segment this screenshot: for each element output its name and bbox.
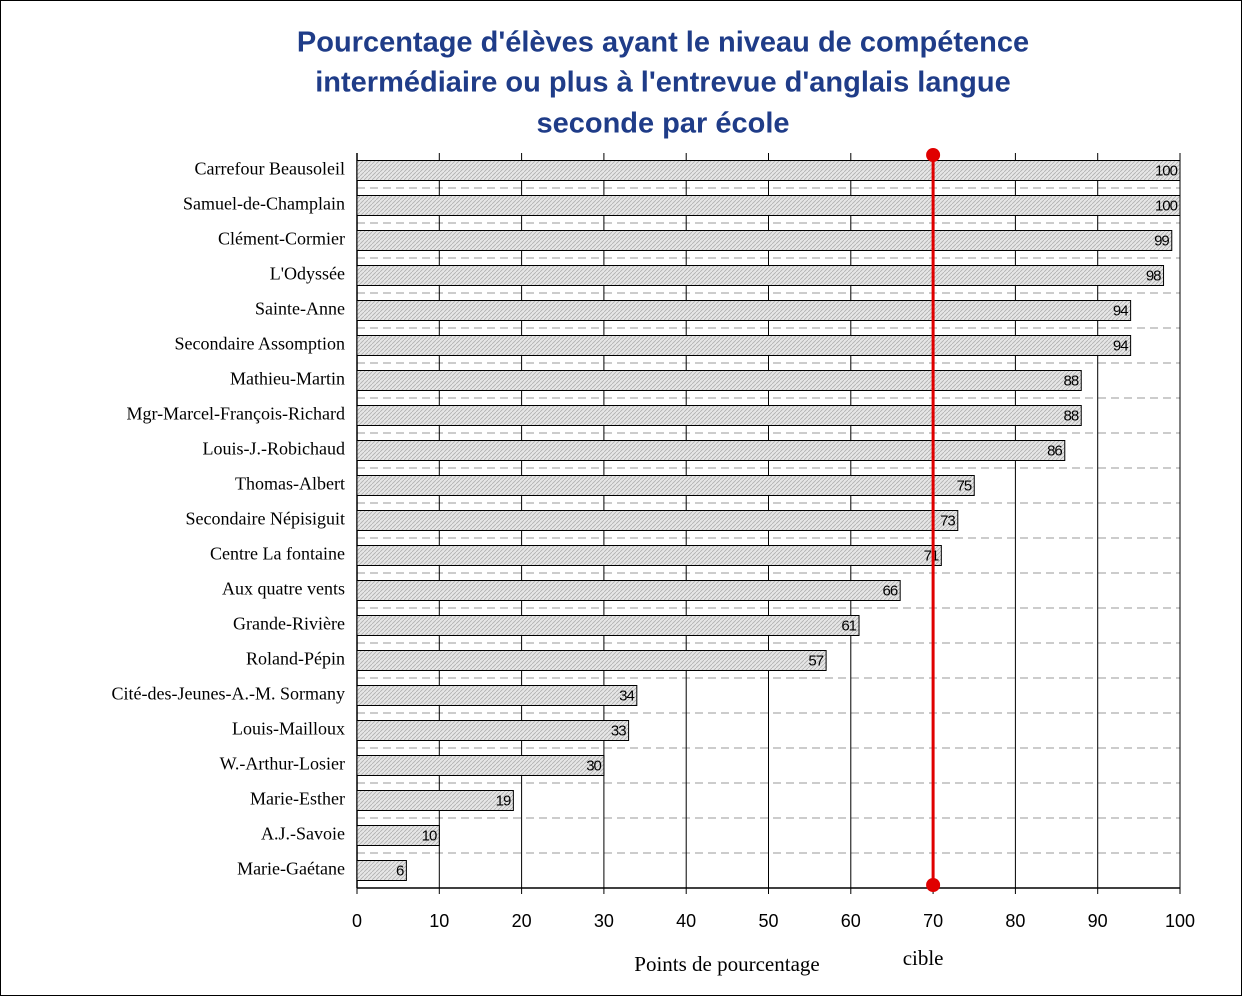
data-label: 73 (940, 512, 955, 529)
x-tick-label: 90 (1088, 911, 1108, 931)
bar (356, 160, 1181, 181)
y-tick-label: Samuel-de-Champlain (183, 194, 345, 214)
x-tick-label: 30 (594, 911, 614, 931)
bar (356, 370, 1082, 391)
y-tick-label: Carrefour Beausoleil (195, 159, 345, 179)
data-label: 34 (619, 687, 634, 704)
y-tick-label: Mgr-Marcel-François-Richard (126, 404, 345, 424)
x-tick-label: 70 (923, 911, 943, 931)
bar (356, 580, 901, 601)
y-tick-label: Sainte-Anne (255, 299, 345, 319)
bar (356, 230, 1173, 251)
data-label: 88 (1064, 372, 1079, 389)
bar (356, 685, 638, 706)
y-tick-label: Clément-Cormier (218, 229, 345, 249)
chart-title: intermédiaire ou plus à l'entrevue d'ang… (315, 67, 1010, 99)
y-tick-label: Centre La fontaine (210, 544, 345, 564)
data-label: 33 (611, 722, 626, 739)
bar (356, 860, 407, 881)
y-tick-label: Mathieu-Martin (230, 369, 345, 389)
data-label: 66 (882, 582, 897, 599)
data-label: 30 (586, 757, 601, 774)
bar (356, 265, 1165, 286)
chart-title: seconde par école (536, 108, 789, 140)
x-tick-label: 0 (352, 911, 362, 931)
y-tick-label: Marie-Gaétane (237, 859, 345, 879)
bar (356, 720, 630, 741)
data-label: 57 (808, 652, 823, 669)
data-label: 86 (1047, 442, 1062, 459)
data-label: 19 (496, 792, 511, 809)
data-label: 6 (396, 862, 404, 879)
bar (356, 405, 1082, 426)
bar (356, 545, 942, 566)
y-tick-label: Louis-Mailloux (232, 719, 345, 739)
y-tick-label: Aux quatre vents (222, 579, 345, 599)
data-label: 94 (1113, 302, 1128, 319)
x-tick-label: 40 (676, 911, 696, 931)
y-tick-label: Roland-Pépin (246, 649, 345, 669)
x-tick-label: 60 (841, 911, 861, 931)
bar (356, 475, 975, 496)
x-tick-label: 80 (1005, 911, 1025, 931)
y-tick-label: A.J.-Savoie (261, 824, 345, 844)
target-marker (926, 148, 941, 162)
data-label: 88 (1064, 407, 1079, 424)
data-label: 100 (1155, 197, 1178, 214)
data-label: 10 (422, 827, 437, 844)
y-tick-label: Cité-des-Jeunes-A.-M. Sormany (112, 684, 345, 704)
bar (356, 300, 1132, 321)
y-tick-label: Secondaire Assomption (175, 334, 345, 354)
bar (356, 615, 860, 636)
data-label: 75 (957, 477, 972, 494)
y-tick-label: W.-Arthur-Losier (220, 754, 345, 774)
y-tick-label: Louis-J.-Robichaud (203, 439, 345, 459)
bar (356, 790, 514, 811)
y-tick-label: Grande-Rivière (233, 614, 345, 634)
x-tick-label: 20 (512, 911, 532, 931)
target-marker (926, 878, 941, 892)
data-label: 98 (1146, 267, 1161, 284)
y-tick-label: Secondaire Népisiguit (186, 509, 345, 529)
x-tick-label: 10 (429, 911, 449, 931)
x-axis-title: Points de pourcentage (634, 952, 819, 976)
bar (356, 825, 440, 846)
bar (356, 650, 827, 671)
data-label: 71 (924, 547, 939, 564)
data-label: 94 (1113, 337, 1128, 354)
bar (356, 440, 1066, 461)
x-tick-label: 50 (758, 911, 778, 931)
chart-title: Pourcentage d'élèves ayant le niveau de … (297, 27, 1029, 59)
bar (356, 510, 959, 531)
x-tick-label: 100 (1165, 911, 1195, 931)
y-tick-label: L'Odyssée (270, 264, 345, 284)
bar (356, 195, 1181, 216)
data-label: 100 (1155, 162, 1178, 179)
bar (356, 755, 605, 776)
target-label: cible (903, 946, 944, 970)
data-label: 99 (1154, 232, 1169, 249)
y-tick-label: Thomas-Albert (235, 474, 345, 494)
y-tick-label: Marie-Esther (250, 789, 345, 809)
data-label: 61 (841, 617, 856, 634)
bar (356, 335, 1132, 356)
